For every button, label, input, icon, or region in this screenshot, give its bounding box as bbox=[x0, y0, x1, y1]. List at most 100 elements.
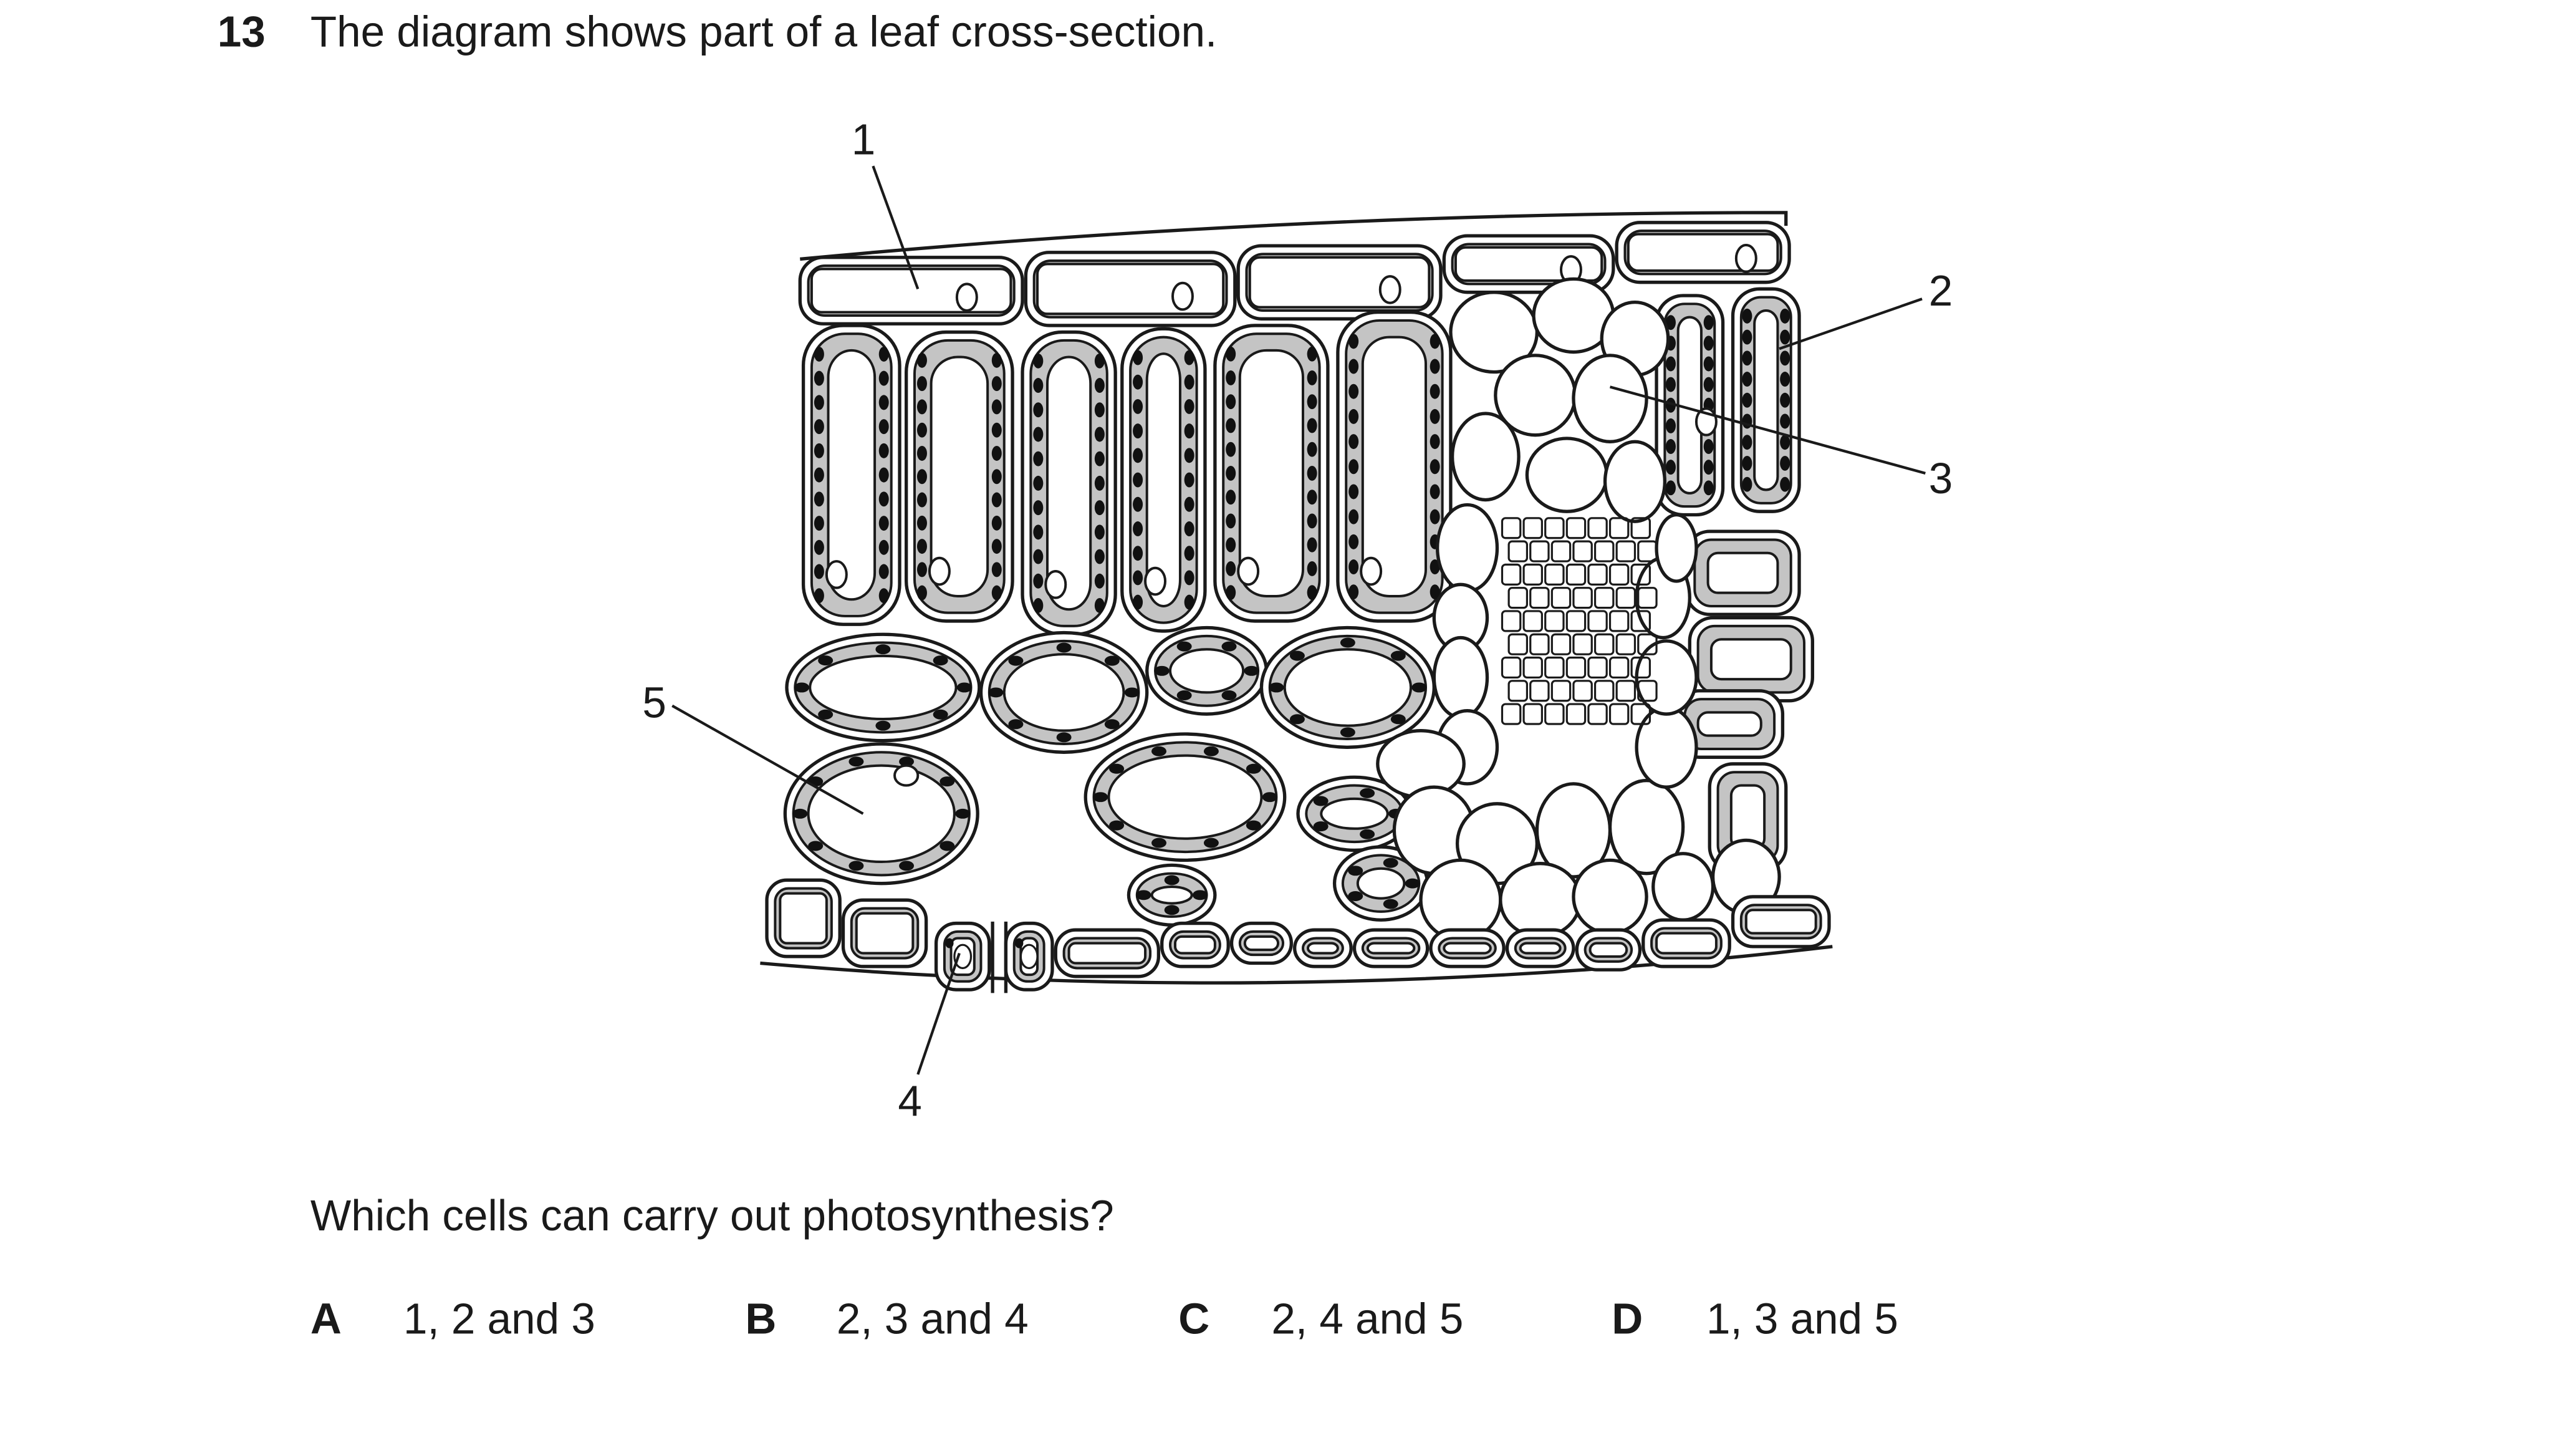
nucleus bbox=[893, 764, 920, 787]
chloroplast bbox=[1665, 397, 1676, 413]
chloroplast bbox=[1348, 866, 1363, 876]
option-a-text[interactable]: 1, 2 and 3 bbox=[403, 1293, 595, 1344]
chloroplast bbox=[1015, 938, 1024, 949]
chloroplast bbox=[1307, 537, 1317, 553]
spongy-mesophyll-cell-vacuole bbox=[809, 654, 958, 721]
xylem-phloem-cell bbox=[1529, 633, 1550, 655]
lower-epidermis-cell-vacuole bbox=[1243, 935, 1280, 952]
chloroplast bbox=[814, 588, 824, 604]
palisade-mesophyll-cell-vacuole bbox=[1709, 638, 1792, 681]
xylem-phloem-cell bbox=[1529, 540, 1550, 562]
chloroplast bbox=[1430, 384, 1440, 399]
chloroplast bbox=[1411, 682, 1427, 693]
nucleus bbox=[825, 560, 848, 589]
chloroplast bbox=[814, 419, 824, 435]
spongy-mesophyll-cell bbox=[1127, 863, 1217, 927]
option-d-text[interactable]: 1, 3 and 5 bbox=[1706, 1293, 1898, 1344]
spongy-mesophyll-cell-vacuole bbox=[1150, 885, 1193, 905]
chloroplast bbox=[1124, 687, 1140, 698]
chloroplast bbox=[1176, 641, 1192, 652]
parenchyma-cell bbox=[1435, 503, 1499, 593]
guard-cell-nucleus bbox=[953, 944, 973, 970]
chloroplast bbox=[1780, 372, 1790, 387]
lower-epidermis-cell bbox=[1054, 928, 1161, 978]
xylem-phloem-cell bbox=[1608, 517, 1630, 539]
xylem-phloem-cell bbox=[1544, 563, 1565, 586]
chloroplast bbox=[1390, 714, 1406, 725]
chloroplast bbox=[916, 585, 927, 601]
lower-epidermis-cell-vacuole bbox=[1744, 909, 1817, 935]
xylem-phloem-cell bbox=[1608, 610, 1630, 632]
chloroplast bbox=[1104, 655, 1120, 666]
chloroplast bbox=[1307, 585, 1317, 601]
xylem-phloem-cell bbox=[1630, 703, 1651, 725]
spongy-mesophyll-cell-vacuole bbox=[1283, 648, 1413, 727]
xylem-phloem-cell bbox=[1587, 563, 1608, 586]
chloroplast bbox=[1033, 549, 1044, 564]
parenchyma-cell bbox=[1432, 635, 1489, 720]
xylem-phloem-cell bbox=[1593, 540, 1615, 562]
xylem-phloem-cell bbox=[1572, 540, 1593, 562]
chloroplast bbox=[940, 841, 955, 851]
chloroplast bbox=[991, 399, 1002, 415]
chloroplast bbox=[1221, 690, 1237, 701]
xylem-phloem-cell bbox=[1507, 633, 1529, 655]
chloroplast bbox=[1430, 509, 1440, 524]
xylem-phloem-cell bbox=[1507, 540, 1529, 562]
option-b-text[interactable]: 2, 3 and 4 bbox=[836, 1293, 1029, 1344]
chloroplast bbox=[1742, 372, 1752, 387]
chloroplast bbox=[1289, 650, 1305, 661]
xylem-phloem-cell bbox=[1544, 517, 1565, 539]
chloroplast bbox=[916, 376, 927, 392]
chloroplast bbox=[1094, 524, 1105, 540]
palisade-mesophyll-cell-vacuole bbox=[1238, 349, 1304, 597]
chloroplast bbox=[1033, 378, 1044, 393]
xylem-phloem-cell bbox=[1587, 703, 1608, 725]
chloroplast bbox=[1033, 451, 1044, 466]
parenchyma-cell bbox=[1499, 862, 1582, 939]
chloroplast bbox=[916, 399, 927, 415]
xylem-phloem-cell bbox=[1630, 563, 1651, 586]
xylem-phloem-cell bbox=[1544, 703, 1565, 725]
label-line-4 bbox=[916, 952, 961, 1075]
palisade-mesophyll-cell-vacuole bbox=[1753, 309, 1779, 491]
lower-epidermis-cell-vacuole bbox=[1366, 942, 1416, 955]
option-d-letter[interactable]: D bbox=[1612, 1293, 1643, 1344]
xylem-phloem-cell bbox=[1501, 610, 1522, 632]
chloroplast bbox=[1703, 460, 1714, 475]
option-c-text[interactable]: 2, 4 and 5 bbox=[1271, 1293, 1464, 1344]
xylem-phloem-cell bbox=[1565, 656, 1587, 679]
option-a-letter[interactable]: A bbox=[310, 1293, 342, 1344]
spongy-mesophyll-cell bbox=[1296, 775, 1413, 852]
chloroplast bbox=[1056, 732, 1072, 743]
chloroplast bbox=[1226, 585, 1236, 601]
xylem-phloem-cell bbox=[1565, 703, 1587, 725]
chloroplast bbox=[1703, 315, 1714, 331]
chloroplast bbox=[1742, 476, 1752, 492]
chloroplast bbox=[1184, 398, 1194, 414]
palisade-mesophyll-cell bbox=[1120, 327, 1207, 633]
lower-epidermis-cell bbox=[1229, 921, 1294, 965]
spongy-mesophyll-cell-vacuole bbox=[1356, 867, 1406, 900]
option-b-letter[interactable]: B bbox=[745, 1293, 777, 1344]
chloroplast bbox=[1742, 350, 1752, 366]
chloroplast bbox=[1133, 594, 1143, 610]
palisade-mesophyll-cell-vacuole bbox=[827, 349, 877, 601]
nucleus bbox=[1360, 556, 1383, 586]
chloroplast bbox=[1094, 549, 1105, 564]
parenchyma-cell bbox=[1376, 729, 1466, 799]
label-line-5 bbox=[671, 704, 864, 815]
chloroplast bbox=[1133, 496, 1143, 512]
chloroplast bbox=[1133, 423, 1143, 439]
parenchyma-cell bbox=[1450, 412, 1521, 502]
option-c-letter[interactable]: C bbox=[1178, 1293, 1210, 1344]
chloroplast bbox=[1665, 377, 1676, 392]
xylem-phloem-cell bbox=[1501, 563, 1522, 586]
chloroplast bbox=[1226, 442, 1236, 457]
chloroplast bbox=[916, 539, 927, 554]
chloroplast bbox=[1742, 455, 1752, 471]
xylem-phloem-cell bbox=[1572, 633, 1593, 655]
xylem-phloem-cell bbox=[1593, 680, 1615, 702]
cells-layer bbox=[765, 221, 1831, 992]
chloroplast bbox=[1033, 402, 1044, 418]
